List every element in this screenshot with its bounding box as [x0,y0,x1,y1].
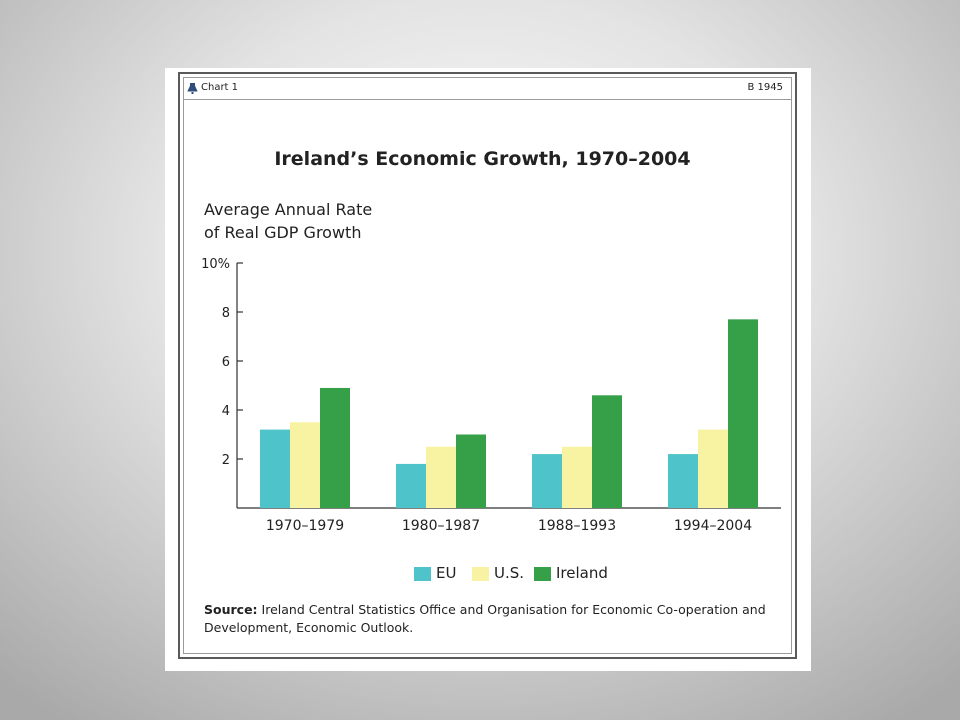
bar-eu-3 [532,454,562,508]
y-tick-label: 6 [222,355,230,370]
chart-frame-inner: Chart 1 B 1945 Ireland’s Economic Growth… [183,77,792,654]
y-axis-label-line-1: Average Annual Rate [204,200,373,219]
y-tick-label: 8 [222,306,230,321]
x-tick-label: 1970–1979 [266,518,344,534]
chart-frame: Chart 1 B 1945 Ireland’s Economic Growth… [178,72,797,659]
x-tick-label: 1980–1987 [402,518,480,534]
bar-eu-1 [260,429,290,508]
bar-us-1 [290,422,320,508]
legend-swatch [534,567,551,581]
y-axis-label: Average Annual Rate of Real GDP Growth [204,198,372,244]
y-tick-label: 4 [222,404,230,419]
chart-card: Chart 1 B 1945 Ireland’s Economic Growth… [165,68,811,671]
bar-eu-2 [396,463,426,508]
source-note: Source: Ireland Central Statistics Offic… [204,601,794,637]
y-tick-label: 2 [222,453,230,468]
bar-ireland-3 [592,395,622,508]
chart-title: Ireland’s Economic Growth, 1970–2004 [274,148,691,170]
bar-us-2 [426,446,456,508]
bar-ireland-1 [320,387,350,508]
chart-number-label: Chart 1 [201,82,239,93]
chart-header-bar: Chart 1 B 1945 [184,78,791,100]
x-tick-label: 1988–1993 [538,518,616,534]
bar-eu-4 [668,454,698,508]
y-axis-label-line-2: of Real GDP Growth [204,223,362,242]
bar-ireland-2 [456,434,486,508]
source-label: Source: [204,602,258,617]
legend-label: EU [436,564,457,582]
bar-us-4 [698,429,728,508]
legend-swatch [472,567,489,581]
x-tick-label: 1994–2004 [674,518,752,534]
y-tick-label: 10% [201,257,230,272]
legend-label: Ireland [556,564,608,582]
legend-swatch [414,567,431,581]
source-text: Ireland Central Statistics Office and Or… [204,602,766,635]
legend-label: U.S. [494,564,525,582]
bar-ireland-4 [728,319,758,508]
bar-us-3 [562,446,592,508]
chart-code-label: B 1945 [747,82,784,93]
liberty-bell-icon [187,83,198,94]
bar-plot: 2 4 6 8 10% 1970–1979 1980–1987 1988–1993 1994–2… [201,257,781,534]
